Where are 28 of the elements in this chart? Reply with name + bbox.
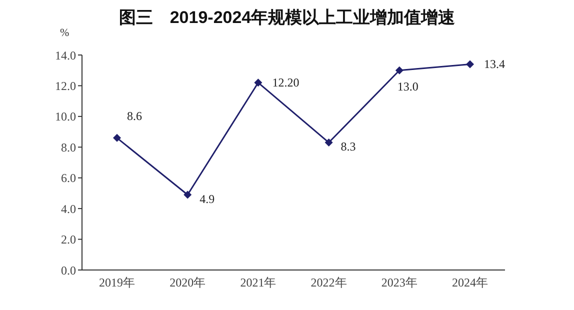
y-tick-label: 12.0 bbox=[55, 78, 76, 93]
point bbox=[395, 66, 404, 74]
x-tick-label: 2021年 bbox=[240, 276, 276, 290]
x-tick-label: 2019年 bbox=[99, 276, 135, 290]
y-tick-label: 8.0 bbox=[61, 140, 76, 154]
x-tick-label: 2020年 bbox=[170, 276, 206, 290]
x-tick-label: 2024年 bbox=[452, 276, 488, 290]
point bbox=[324, 138, 333, 147]
y-axis-title: % bbox=[60, 27, 70, 39]
data-label: 12.20 bbox=[272, 76, 300, 90]
x-tick-label: 2022年 bbox=[310, 276, 347, 290]
point bbox=[254, 78, 262, 87]
y-tick-label: 10.0 bbox=[55, 110, 76, 124]
chart-title: 图三 2019-2024年规模以上工业增加值增速 bbox=[118, 8, 456, 27]
data-label: 8.6 bbox=[127, 108, 142, 123]
point bbox=[113, 134, 121, 142]
data-label: 13.0 bbox=[397, 79, 418, 94]
data-label: 13.4 bbox=[484, 57, 505, 72]
data-label: 4.9 bbox=[200, 192, 215, 206]
y-tick-label: 0.0 bbox=[61, 263, 76, 278]
y-tick-label: 6.0 bbox=[61, 171, 76, 186]
point bbox=[184, 190, 192, 199]
point bbox=[466, 60, 474, 68]
y-tick-label: 14.0 bbox=[55, 48, 76, 62]
y-tick-label: 4.0 bbox=[61, 202, 76, 216]
x-tick-label: 2023年 bbox=[381, 276, 418, 290]
data-label: 8.3 bbox=[340, 140, 356, 154]
y-tick-label: 2.0 bbox=[61, 232, 76, 247]
